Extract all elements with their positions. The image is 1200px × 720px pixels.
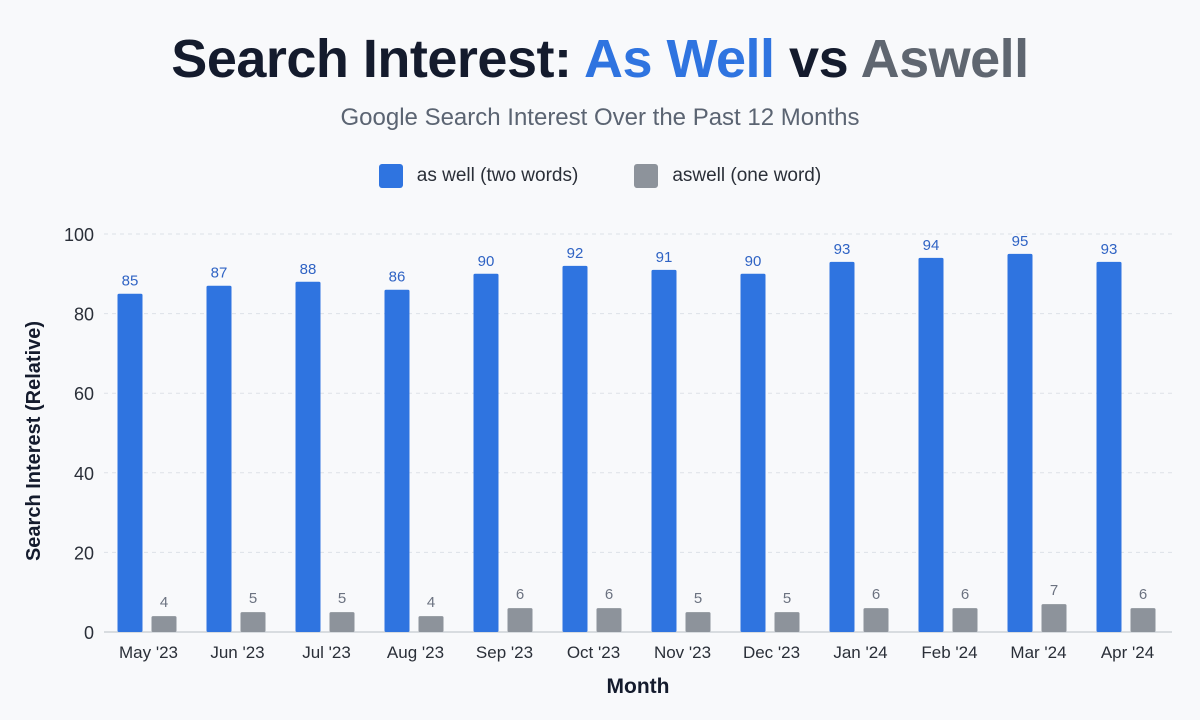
data-label-as-well: 88 <box>300 261 317 278</box>
bar-as-well <box>829 261 855 632</box>
legend-label-aswell: aswell (one word) <box>672 165 822 186</box>
x-tick-label: Jul '23 <box>302 643 351 662</box>
bar-aswell <box>596 608 622 632</box>
data-label-as-well: 90 <box>478 253 495 270</box>
bar-aswell <box>1041 604 1067 632</box>
title-part-vs: vs <box>774 29 861 89</box>
chart-subtitle: Google Search Interest Over the Past 12 … <box>340 104 860 131</box>
y-tick-label: 0 <box>84 623 94 643</box>
y-tick-label: 20 <box>74 543 94 563</box>
legend-item-aswell: aswell (one word) <box>634 164 821 188</box>
bar-as-well <box>740 273 766 632</box>
legend-label-as-well: as well (two words) <box>416 165 579 186</box>
chart-legend: as well (two words) aswell (one word) <box>0 164 1200 188</box>
bar-aswell <box>418 616 444 632</box>
data-label-as-well: 92 <box>567 245 584 262</box>
data-label-aswell: 6 <box>516 586 524 603</box>
x-tick-label: Nov '23 <box>654 643 711 662</box>
title-part-as-well: As Well <box>583 29 775 89</box>
data-label-aswell: 4 <box>160 594 168 611</box>
data-label-as-well: 90 <box>745 253 762 270</box>
y-tick-label: 40 <box>74 464 94 484</box>
bar-as-well <box>562 265 588 632</box>
bar-aswell <box>952 608 978 632</box>
data-label-aswell: 4 <box>427 594 435 611</box>
data-label-as-well: 93 <box>1101 241 1118 258</box>
y-tick-label: 60 <box>74 384 94 404</box>
bar-aswell <box>863 608 889 632</box>
x-tick-label: Feb '24 <box>921 643 977 662</box>
data-label-as-well: 86 <box>389 269 406 286</box>
data-label-aswell: 5 <box>783 590 791 607</box>
bar-aswell <box>240 612 266 632</box>
bar-aswell <box>151 616 177 632</box>
x-tick-label: Dec '23 <box>743 643 800 662</box>
x-tick-label: Oct '23 <box>567 643 620 662</box>
chart-title: Search Interest: As Well vs Aswell <box>0 28 1200 90</box>
data-label-aswell: 5 <box>338 590 346 607</box>
data-label-as-well: 93 <box>834 241 851 258</box>
title-part-1: Search Interest: <box>171 29 584 89</box>
data-label-as-well: 95 <box>1012 233 1029 250</box>
bar-as-well <box>473 273 499 632</box>
x-tick-label: May '23 <box>119 643 178 662</box>
legend-swatch-as-well <box>378 164 403 188</box>
bar-aswell <box>774 612 800 632</box>
x-tick-label: Jun '23 <box>210 643 264 662</box>
legend-item-as-well: as well (two words) <box>378 164 579 188</box>
data-label-as-well: 94 <box>923 237 940 254</box>
bar-as-well <box>206 285 232 632</box>
data-label-as-well: 87 <box>211 265 228 282</box>
bar-aswell <box>685 612 711 632</box>
data-label-aswell: 7 <box>1050 582 1058 599</box>
x-axis-title: Month <box>607 675 670 698</box>
bar-as-well <box>918 257 944 632</box>
title-part-aswell: Aswell <box>860 29 1030 89</box>
data-label-as-well: 85 <box>122 273 139 290</box>
legend-swatch-aswell <box>634 164 659 188</box>
bar-as-well <box>1096 261 1122 632</box>
bar-as-well <box>1007 253 1033 632</box>
x-tick-label: Jan '24 <box>833 643 887 662</box>
data-label-aswell: 5 <box>694 590 702 607</box>
bar-as-well <box>651 269 677 632</box>
data-label-aswell: 6 <box>605 586 613 603</box>
bar-aswell <box>329 612 355 632</box>
y-axis-title: Search Interest (Relative) <box>23 321 45 561</box>
y-tick-label: 80 <box>74 305 94 325</box>
data-label-as-well: 91 <box>656 249 673 266</box>
x-tick-label: Aug '23 <box>387 643 444 662</box>
data-label-aswell: 6 <box>1139 586 1147 603</box>
bar-aswell <box>507 608 533 632</box>
data-label-aswell: 6 <box>961 586 969 603</box>
x-tick-label: Apr '24 <box>1101 643 1154 662</box>
data-label-aswell: 5 <box>249 590 257 607</box>
x-tick-label: Sep '23 <box>476 643 533 662</box>
x-tick-label: Mar '24 <box>1010 643 1066 662</box>
data-label-aswell: 6 <box>872 586 880 603</box>
y-tick-label: 100 <box>64 225 94 245</box>
bar-as-well <box>295 281 321 632</box>
bar-as-well <box>117 293 143 632</box>
bar-as-well <box>384 289 410 632</box>
bar-aswell <box>1130 608 1156 632</box>
